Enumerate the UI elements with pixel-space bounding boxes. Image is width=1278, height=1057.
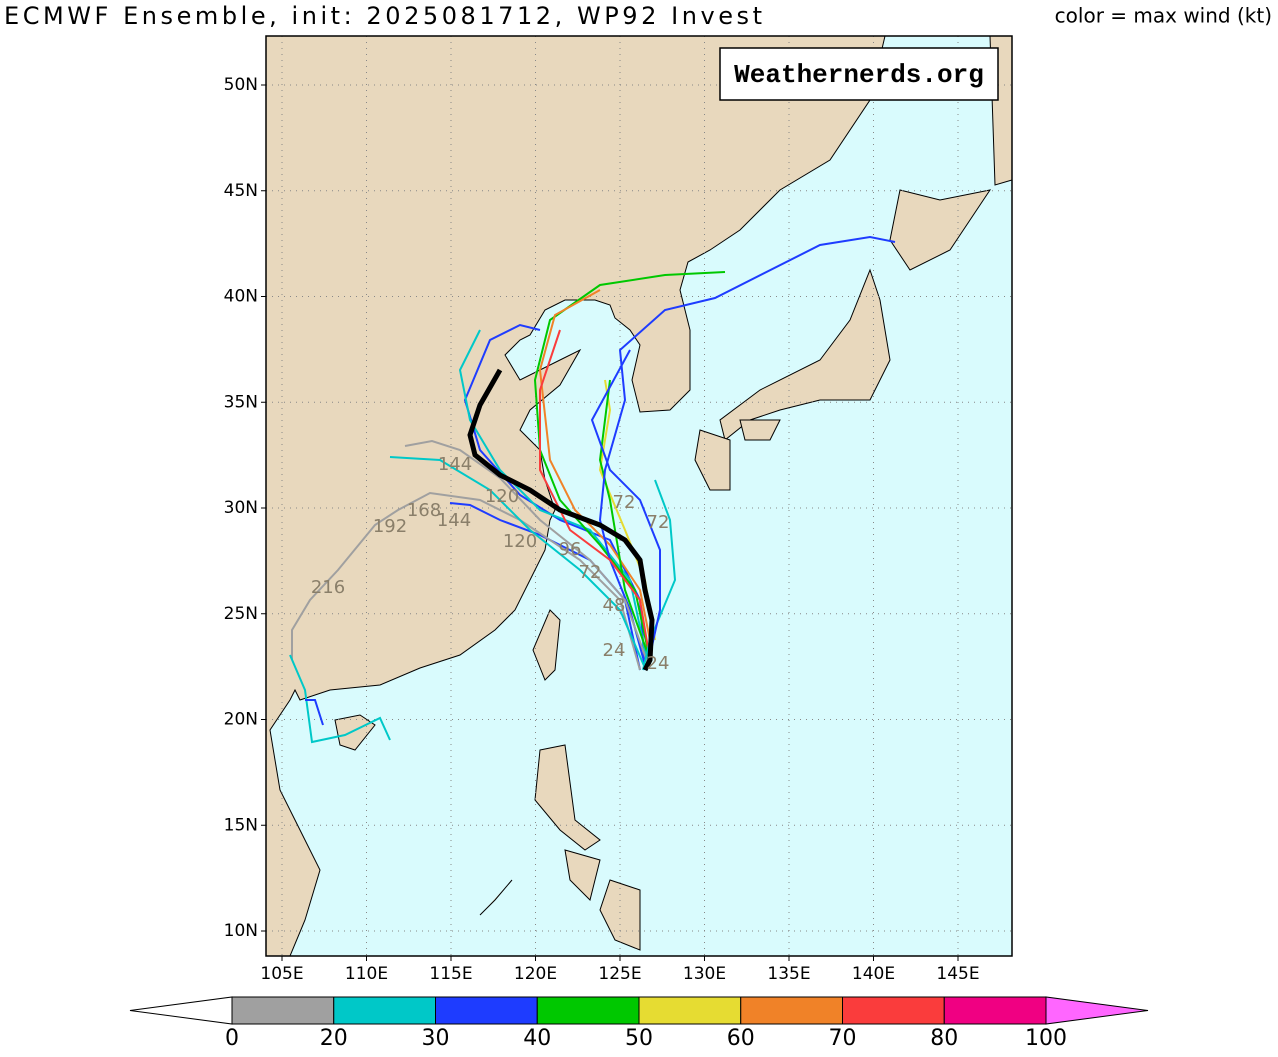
- y-tick-label: 25N: [224, 604, 258, 624]
- track: [305, 699, 324, 726]
- colorbar-over: [1045, 996, 1149, 1025]
- track: [458, 329, 649, 666]
- colorbar-segment: [638, 996, 742, 1025]
- colorbar-tick-label: 100: [1025, 1026, 1067, 1051]
- track-label: 72: [613, 492, 636, 513]
- taiwan: [532, 609, 561, 681]
- colorbar-under: [129, 996, 233, 1025]
- track: [590, 349, 661, 665]
- track: [642, 479, 677, 671]
- graticule: [261, 36, 1012, 961]
- colorbar-tick-label: 40: [523, 1026, 551, 1051]
- track: [539, 329, 651, 661]
- x-tick-label: 110E: [345, 964, 388, 984]
- track: [538, 289, 653, 651]
- title: ECMWF Ensemble, init: 2025081712, WP92 I…: [4, 2, 762, 30]
- y-tick-label: 50N: [224, 75, 258, 95]
- colorbar: 0 20 30 40 50 60 70 80 100: [129, 996, 1149, 1051]
- kyushu: [694, 429, 731, 491]
- shikoku: [739, 419, 781, 441]
- luzon: [534, 744, 601, 851]
- mainland: [265, 35, 886, 957]
- colorbar-segment: [435, 996, 538, 1025]
- x-tick-label: 120E: [514, 964, 557, 984]
- palawan: [479, 879, 513, 916]
- watermark-box: [719, 47, 999, 101]
- track: [389, 456, 646, 669]
- track-label: 144: [437, 510, 471, 531]
- x-tick-label: 115E: [429, 964, 472, 984]
- track-label: 72: [647, 512, 670, 533]
- ensemble-tracks: [289, 235, 896, 744]
- colorbar-segment: [536, 996, 640, 1025]
- colorbar-tick-label: 60: [727, 1026, 755, 1051]
- track-label: 144: [438, 454, 472, 475]
- track: [598, 235, 896, 666]
- track-label: 216: [311, 577, 345, 598]
- track-label: 24: [647, 653, 670, 674]
- watermark: Weathernerds.org: [734, 60, 984, 90]
- y-tick-label: 40N: [224, 287, 258, 307]
- track: [289, 654, 391, 744]
- x-tick-label: 130E: [683, 964, 726, 984]
- track-label: 120: [485, 486, 519, 507]
- x-tick-label: 140E: [852, 964, 895, 984]
- colorbar-segment: [842, 996, 945, 1025]
- track: [533, 271, 726, 661]
- colorbar-tick-label: 0: [225, 1026, 239, 1051]
- track-label: 120: [503, 531, 537, 552]
- colorbar-tick-label: 20: [320, 1026, 348, 1051]
- x-tick-label: 105E: [260, 964, 303, 984]
- colorbar-segment: [740, 996, 843, 1025]
- map-frame: [265, 35, 1013, 957]
- subtitle: color = max wind (kt): [1055, 4, 1272, 28]
- x-tick-label: 135E: [767, 964, 810, 984]
- y-tick-label: 10N: [224, 921, 258, 941]
- ensemble-mean-track: [467, 368, 655, 672]
- colorbar-tick-label: 80: [930, 1026, 958, 1051]
- colorbar-segment: [231, 996, 335, 1025]
- colorbar-tick-label: 50: [625, 1026, 653, 1051]
- colorbar-tick-label: 70: [829, 1026, 857, 1051]
- x-tick-label: 145E: [936, 964, 979, 984]
- colorbar-segment: [333, 996, 436, 1025]
- colorbar-tick-label: 30: [422, 1026, 450, 1051]
- track: [404, 439, 649, 665]
- track-label: 96: [559, 539, 582, 560]
- track: [291, 491, 641, 671]
- y-tick-label: 15N: [224, 815, 258, 835]
- track-label: 24: [603, 640, 626, 661]
- mindanao: [599, 879, 641, 951]
- visayas: [564, 849, 601, 901]
- y-tick-label: 20N: [224, 710, 258, 730]
- y-tick-label: 45N: [224, 181, 258, 201]
- colorbar-segment: [943, 996, 1047, 1025]
- track-label: 48: [603, 595, 626, 616]
- track-label: 192: [373, 516, 407, 537]
- track-label: 72: [579, 562, 602, 583]
- track-label: 168: [407, 500, 441, 521]
- hainan: [334, 714, 376, 751]
- x-tick-label: 125E: [598, 964, 641, 984]
- y-tick-label: 35N: [224, 392, 258, 412]
- y-tick-label: 30N: [224, 498, 258, 518]
